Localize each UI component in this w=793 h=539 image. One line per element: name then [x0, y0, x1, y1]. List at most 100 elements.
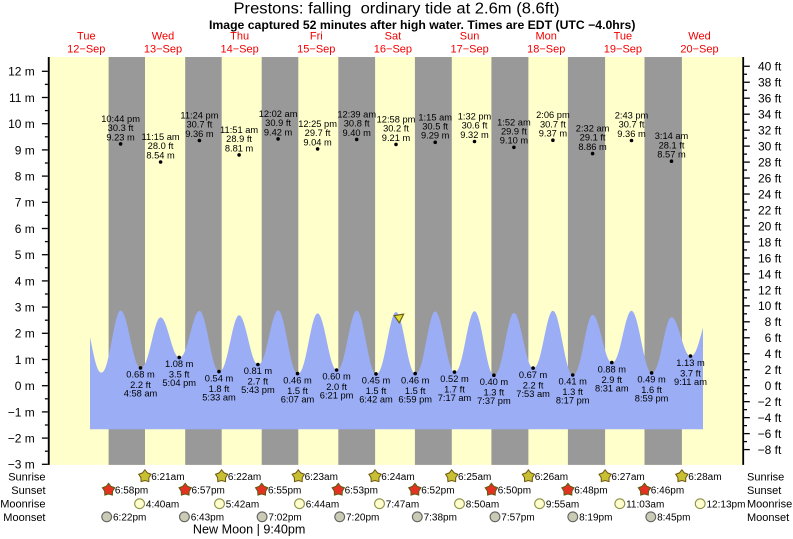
- svg-text:1.13 m: 1.13 m: [676, 358, 705, 368]
- svg-text:−1 m: −1 m: [8, 405, 35, 419]
- svg-text:11:24 pm: 11:24 pm: [180, 111, 218, 121]
- svg-text:Image captured 52 minutes afte: Image captured 52 minutes after high wat…: [209, 18, 635, 32]
- svg-text:0.54 m: 0.54 m: [205, 373, 234, 383]
- svg-text:6:22pm: 6:22pm: [113, 512, 146, 523]
- svg-text:30.7 ft: 30.7 ft: [540, 119, 566, 129]
- svg-text:7:17 am: 7:17 am: [438, 393, 472, 403]
- svg-text:0.81 m: 0.81 m: [244, 366, 273, 376]
- svg-text:Moonrise: Moonrise: [0, 499, 45, 511]
- svg-text:6:21am: 6:21am: [151, 472, 184, 483]
- svg-text:2:06 pm: 2:06 pm: [536, 110, 570, 120]
- svg-text:5:04 pm: 5:04 pm: [162, 378, 196, 388]
- svg-text:0.49 m: 0.49 m: [637, 375, 666, 385]
- svg-text:7:47am: 7:47am: [386, 499, 419, 510]
- svg-text:0.41 m: 0.41 m: [558, 377, 587, 387]
- svg-text:8:50am: 8:50am: [466, 499, 499, 510]
- svg-text:0 ft: 0 ft: [765, 379, 782, 393]
- svg-text:7:37 pm: 7:37 pm: [477, 396, 511, 406]
- svg-text:7:20pm: 7:20pm: [346, 512, 379, 523]
- svg-text:6:57pm: 6:57pm: [192, 485, 225, 496]
- svg-text:30 ft: 30 ft: [758, 140, 782, 154]
- svg-text:40 ft: 40 ft: [758, 60, 782, 74]
- svg-text:7:57pm: 7:57pm: [501, 512, 534, 523]
- svg-text:32 ft: 32 ft: [758, 124, 782, 138]
- svg-text:9.04 m: 9.04 m: [303, 137, 332, 147]
- svg-text:30.5 ft: 30.5 ft: [422, 121, 448, 131]
- svg-text:9:55am: 9:55am: [546, 499, 579, 510]
- svg-text:0.46 m: 0.46 m: [401, 375, 430, 385]
- svg-text:29.1 ft: 29.1 ft: [580, 133, 606, 143]
- svg-text:30.6 ft: 30.6 ft: [462, 121, 488, 131]
- svg-text:1.3 ft: 1.3 ft: [562, 387, 583, 397]
- svg-text:6:55pm: 6:55pm: [268, 485, 301, 496]
- svg-text:20 ft: 20 ft: [758, 219, 782, 233]
- svg-text:1.08 m: 1.08 m: [165, 359, 194, 369]
- svg-text:29.9 ft: 29.9 ft: [501, 126, 527, 136]
- svg-text:16 ft: 16 ft: [758, 251, 782, 265]
- svg-text:6:53pm: 6:53pm: [345, 485, 378, 496]
- svg-text:5:42am: 5:42am: [226, 499, 259, 510]
- svg-text:10:44 pm: 10:44 pm: [101, 114, 140, 124]
- svg-text:6:58pm: 6:58pm: [115, 485, 148, 496]
- svg-text:6 ft: 6 ft: [765, 331, 782, 345]
- svg-text:Wed: Wed: [152, 31, 174, 43]
- svg-text:1.8 ft: 1.8 ft: [209, 384, 230, 394]
- svg-text:20−Sep: 20−Sep: [680, 43, 718, 55]
- svg-text:0.68 m: 0.68 m: [126, 370, 155, 380]
- svg-text:5:33 am: 5:33 am: [202, 392, 236, 402]
- svg-text:6:23am: 6:23am: [305, 472, 338, 483]
- svg-text:11 m: 11 m: [9, 91, 35, 105]
- svg-text:−4 ft: −4 ft: [758, 411, 782, 425]
- svg-text:Sunrise: Sunrise: [747, 471, 784, 483]
- svg-text:14−Sep: 14−Sep: [220, 43, 258, 55]
- svg-text:12:39 am: 12:39 am: [337, 109, 376, 119]
- svg-text:3:14 am: 3:14 am: [655, 131, 689, 141]
- svg-text:12 ft: 12 ft: [758, 283, 782, 297]
- svg-text:8.86 m: 8.86 m: [578, 142, 607, 152]
- svg-text:−8 ft: −8 ft: [758, 443, 782, 457]
- svg-text:New Moon | 9:40pm: New Moon | 9:40pm: [193, 523, 305, 537]
- svg-text:1.7 ft: 1.7 ft: [444, 384, 465, 394]
- svg-text:11:03am: 11:03am: [626, 499, 664, 510]
- svg-text:8.81 m: 8.81 m: [225, 143, 254, 153]
- svg-text:28.0 ft: 28.0 ft: [148, 141, 174, 151]
- svg-text:Sat: Sat: [385, 31, 402, 43]
- svg-text:−6 ft: −6 ft: [758, 427, 782, 441]
- svg-text:Wed: Wed: [688, 31, 710, 43]
- svg-text:22 ft: 22 ft: [758, 203, 782, 217]
- svg-text:2:32 am: 2:32 am: [576, 124, 610, 134]
- svg-text:Tue: Tue: [614, 31, 633, 43]
- svg-text:29.7 ft: 29.7 ft: [305, 128, 331, 138]
- svg-text:2:43 pm: 2:43 pm: [615, 111, 649, 121]
- svg-text:34 ft: 34 ft: [758, 108, 782, 122]
- svg-text:Fri: Fri: [310, 31, 323, 43]
- svg-text:10 ft: 10 ft: [758, 299, 782, 313]
- svg-text:6:22am: 6:22am: [228, 472, 261, 483]
- svg-text:−2 ft: −2 ft: [758, 395, 782, 409]
- svg-text:Sunset: Sunset: [11, 485, 45, 497]
- svg-text:1:32 pm: 1:32 pm: [458, 112, 492, 122]
- svg-text:4 ft: 4 ft: [765, 347, 782, 361]
- svg-text:9.21 m: 9.21 m: [382, 133, 411, 143]
- svg-text:1.5 ft: 1.5 ft: [405, 386, 426, 396]
- svg-text:−2 m: −2 m: [8, 432, 35, 446]
- svg-text:0 m: 0 m: [15, 379, 35, 393]
- svg-text:12:02 am: 12:02 am: [259, 109, 298, 119]
- svg-text:Moonset: Moonset: [3, 512, 45, 524]
- svg-text:9.23 m: 9.23 m: [106, 132, 135, 142]
- svg-text:6:43pm: 6:43pm: [191, 512, 224, 523]
- svg-text:8:31 am: 8:31 am: [595, 383, 629, 393]
- svg-text:8.57 m: 8.57 m: [657, 150, 686, 160]
- svg-text:6:59 pm: 6:59 pm: [398, 394, 432, 404]
- svg-text:0.45 m: 0.45 m: [362, 376, 391, 386]
- svg-text:4:40am: 4:40am: [146, 499, 179, 510]
- svg-text:Moonrise: Moonrise: [747, 499, 792, 511]
- svg-text:5:43 pm: 5:43 pm: [241, 385, 275, 395]
- svg-text:Mon: Mon: [535, 31, 556, 43]
- svg-text:11:51 am: 11:51 am: [220, 125, 258, 135]
- svg-text:9.36 m: 9.36 m: [185, 129, 214, 139]
- svg-text:28.9 ft: 28.9 ft: [226, 134, 252, 144]
- svg-text:0.60 m: 0.60 m: [322, 372, 351, 382]
- svg-text:13−Sep: 13−Sep: [144, 43, 182, 55]
- svg-text:0.46 m: 0.46 m: [283, 375, 312, 385]
